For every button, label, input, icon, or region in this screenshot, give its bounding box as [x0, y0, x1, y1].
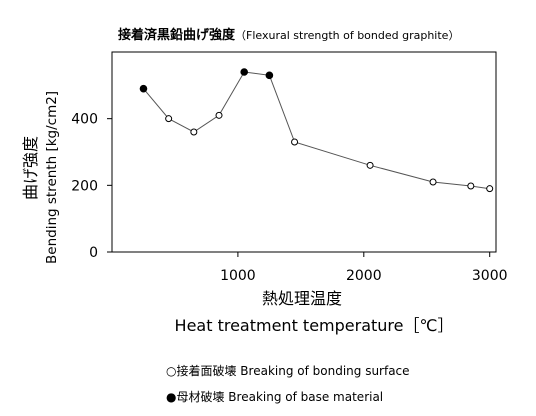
x-axis-title-ja: 熱処理温度: [262, 289, 342, 308]
x-tick-label-0: 1000: [220, 268, 256, 284]
open-data-point-2: [190, 128, 198, 136]
open-data-point-10: [486, 185, 494, 193]
plot-frame: [111, 51, 497, 253]
legend-open-label: 接着面破壊 Breaking of bonding surface: [176, 363, 409, 378]
legend-item-filled: ●母材破壊 Breaking of base material: [166, 389, 383, 404]
legend-filled-symbol: ●: [166, 390, 176, 404]
open-data-point-6: [291, 138, 299, 146]
series-points-group: [139, 68, 494, 193]
x-tick-label-2: 3000: [472, 268, 508, 284]
y-tick-label-2: 400: [71, 112, 98, 128]
y-tick-label-1: 200: [71, 178, 98, 194]
open-data-point-8: [429, 178, 437, 186]
open-data-point-3: [215, 111, 223, 119]
open-data-point-1: [165, 115, 173, 123]
legend-open-symbol: ○: [166, 364, 176, 378]
y-axis-title-en: Bending strenth [kg/cm2]: [44, 91, 60, 264]
y-axis-ticks: 0 200 400: [71, 112, 112, 261]
open-data-point-7: [366, 161, 374, 169]
y-axis-title-ja: 曲げ強度: [21, 136, 40, 200]
chart-title-ja: 接着済黒鉛曲げ強度: [118, 27, 236, 43]
legend-filled-label: 母材破壊 Breaking of base material: [176, 389, 383, 404]
x-axis-ticks: 1000 2000 3000: [220, 252, 508, 284]
y-tick-label-0: 0: [89, 245, 98, 261]
filled-data-point-4: [240, 68, 248, 76]
legend-item-open: ○接着面破壊 Breaking of bonding surface: [166, 363, 410, 378]
filled-data-point-0: [139, 84, 148, 93]
x-axis-title-en: Heat treatment temperature［℃］: [175, 316, 454, 335]
open-data-point-9: [467, 182, 475, 190]
chart-title: 接着済黒鉛曲げ強度（Flexural strength of bonded gr…: [118, 27, 459, 43]
chart-subtitle: （Flexural strength of bonded graphite）: [235, 29, 459, 42]
x-tick-label-1: 2000: [346, 268, 382, 284]
filled-data-point-5: [265, 71, 274, 80]
